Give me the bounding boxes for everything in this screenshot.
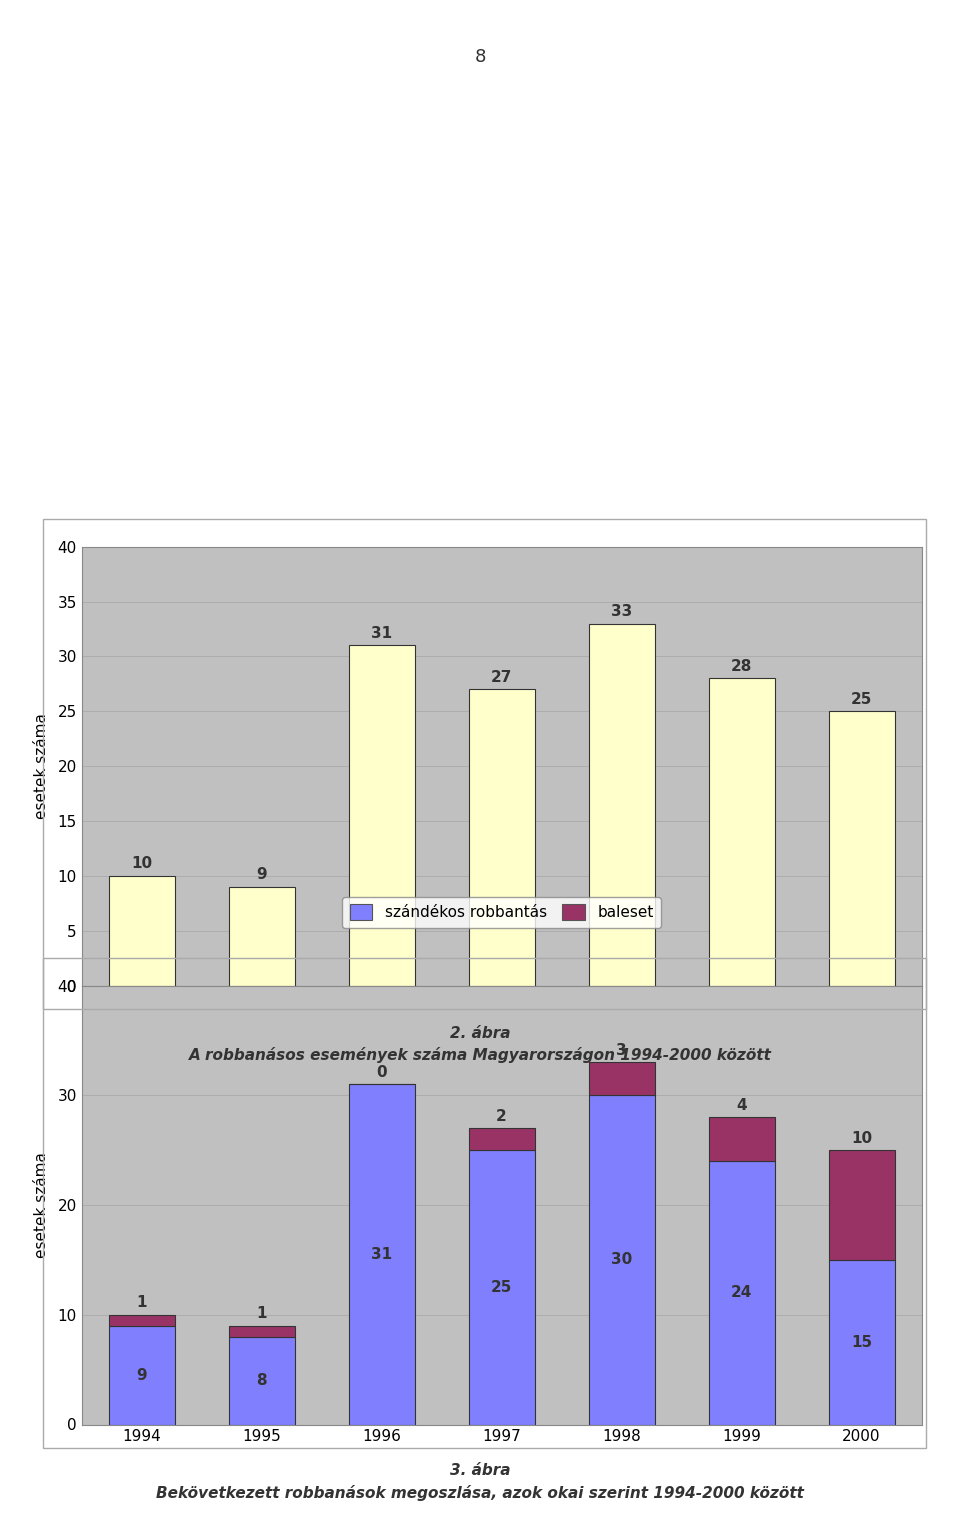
Bar <box>228 887 295 986</box>
Text: 15: 15 <box>851 1335 873 1349</box>
Text: 10: 10 <box>131 856 153 872</box>
Y-axis label: esetek száma: esetek száma <box>34 713 49 819</box>
Bar <box>468 1129 535 1150</box>
Bar <box>348 1084 415 1424</box>
Text: 10: 10 <box>851 1130 873 1146</box>
Text: 1: 1 <box>136 1295 147 1311</box>
Text: 2. ábra: 2. ábra <box>449 1026 511 1041</box>
Text: 27: 27 <box>491 670 513 685</box>
Bar <box>108 876 175 986</box>
Text: 9: 9 <box>256 867 267 882</box>
Text: 3. ábra: 3. ábra <box>449 1463 511 1478</box>
Text: A robbanásos események száma Magyarországon 1994-2000 között: A robbanásos események száma Magyarorszá… <box>188 1047 772 1063</box>
Text: 9: 9 <box>136 1368 147 1383</box>
Text: 28: 28 <box>731 659 753 675</box>
Text: 33: 33 <box>611 604 633 619</box>
Bar <box>468 690 535 986</box>
Bar <box>228 1337 295 1424</box>
Text: 0: 0 <box>376 1066 387 1080</box>
Bar <box>588 1063 655 1095</box>
Bar <box>108 1326 175 1425</box>
Bar <box>828 1260 895 1425</box>
Bar <box>708 1161 775 1425</box>
Bar <box>468 1150 535 1425</box>
Text: 4: 4 <box>736 1098 747 1113</box>
Text: 30: 30 <box>611 1252 633 1267</box>
Bar <box>228 1326 295 1337</box>
Text: 8: 8 <box>256 1374 267 1388</box>
Text: 8: 8 <box>474 48 486 66</box>
Y-axis label: esetek száma: esetek száma <box>34 1152 49 1258</box>
Text: 31: 31 <box>371 627 393 641</box>
Bar <box>588 624 655 986</box>
Bar <box>108 1315 175 1326</box>
Text: 25: 25 <box>491 1280 513 1295</box>
Legend: szándékos robbantás, baleset: szándékos robbantás, baleset <box>342 896 661 929</box>
Bar <box>708 678 775 986</box>
Bar <box>588 1095 655 1425</box>
Bar <box>708 1118 775 1161</box>
Bar <box>828 1150 895 1260</box>
Bar <box>348 645 415 986</box>
Text: 24: 24 <box>731 1286 753 1300</box>
Text: 2: 2 <box>496 1109 507 1124</box>
Text: 31: 31 <box>371 1247 393 1261</box>
Text: Bekövetkezett robbanások megoszlása, azok okai szerint 1994-2000 között: Bekövetkezett robbanások megoszlása, azo… <box>156 1485 804 1500</box>
Text: 3: 3 <box>616 1043 627 1058</box>
Text: 25: 25 <box>851 691 873 707</box>
Bar <box>828 711 895 986</box>
Text: 1: 1 <box>256 1306 267 1321</box>
